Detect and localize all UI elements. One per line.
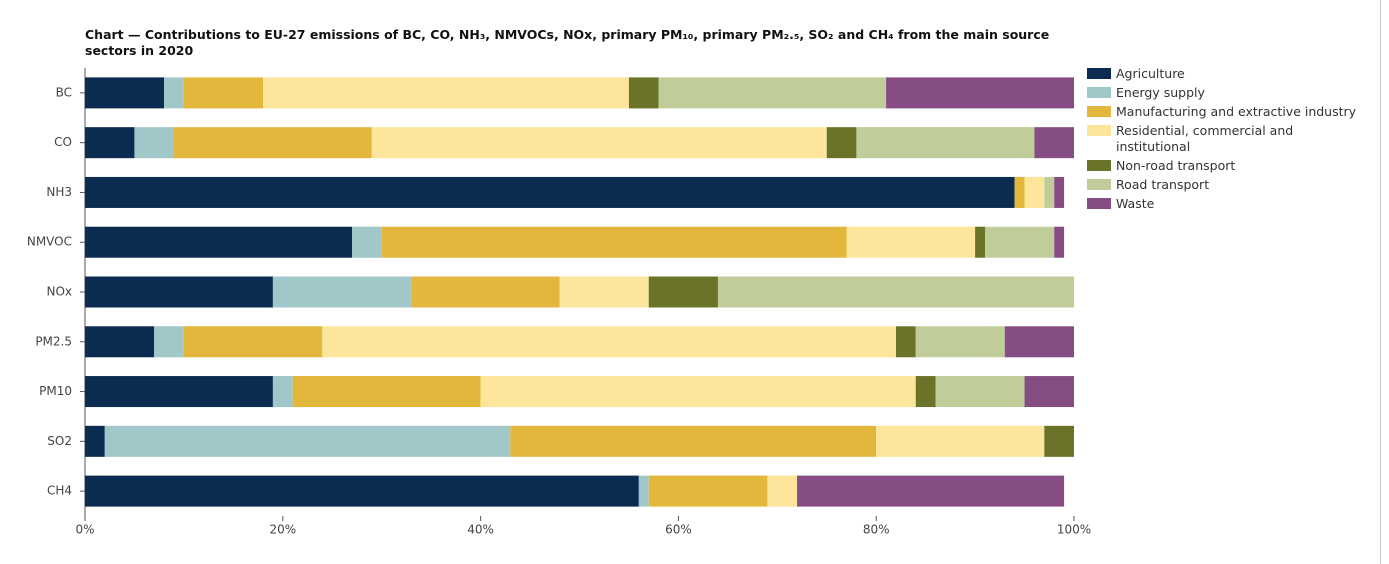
bar-segment xyxy=(164,77,184,109)
bar-segment xyxy=(1024,176,1045,208)
bar-segment xyxy=(628,77,659,109)
y-tick-label: NOx xyxy=(46,285,72,299)
legend-item: Energy supply xyxy=(1087,85,1367,101)
bar-segment xyxy=(272,376,293,408)
legend-swatch xyxy=(1087,68,1111,79)
bar-segment xyxy=(510,425,877,457)
legend-label: Residential, commercial and institutiona… xyxy=(1116,123,1294,154)
bar-segment xyxy=(381,226,847,258)
bar-segment xyxy=(292,376,481,408)
bar-segment xyxy=(85,176,1015,208)
bar-segment xyxy=(352,226,382,258)
bar-segment xyxy=(1014,176,1025,208)
x-tick-label: 0% xyxy=(75,523,94,537)
legend-label: Road transport xyxy=(1116,177,1210,192)
legend-label: Manufacturing and extractive industry xyxy=(1116,104,1357,119)
legend-label: Non-road transport xyxy=(1116,158,1236,173)
bar-segment xyxy=(1044,176,1055,208)
bar-segment xyxy=(371,127,827,159)
bar-segment xyxy=(322,326,896,358)
x-tick-label: 80% xyxy=(863,523,890,537)
bar-segment xyxy=(480,376,916,408)
x-tick-label: 20% xyxy=(269,523,296,537)
bar-segment xyxy=(1054,226,1065,258)
bar-segment xyxy=(85,276,273,308)
y-tick-label: NH3 xyxy=(46,185,72,199)
bar-segment xyxy=(183,326,323,358)
bar-segment xyxy=(935,376,1025,408)
y-tick-label: PM2.5 xyxy=(35,334,72,348)
chart-title: Chart — Contributions to EU-27 emissions… xyxy=(85,27,1050,58)
bar-segment xyxy=(154,326,184,358)
y-tick-label: PM10 xyxy=(39,384,72,398)
legend-item: Agriculture xyxy=(1087,66,1367,82)
legend-item: Residential, commercial and institutiona… xyxy=(1087,123,1367,155)
bar-segment xyxy=(85,326,155,358)
legend-item: Manufacturing and extractive industry xyxy=(1087,104,1367,120)
bar-segment xyxy=(85,475,639,507)
bar-segment xyxy=(876,425,1045,457)
bar-segment xyxy=(85,376,273,408)
legend-swatch xyxy=(1087,160,1111,171)
y-tick-label: SO2 xyxy=(47,434,72,448)
x-tick-label: 60% xyxy=(665,523,692,537)
legend-label: Waste xyxy=(1116,196,1155,211)
bar-segment xyxy=(411,276,560,308)
legend-item: Non-road transport xyxy=(1087,158,1367,174)
legend-swatch xyxy=(1087,198,1111,209)
bar-segment xyxy=(183,77,264,109)
bar-segment xyxy=(1044,425,1074,457)
bar-segment xyxy=(886,77,1074,109)
bar-segment xyxy=(134,127,175,159)
bar-segment xyxy=(559,276,649,308)
bar-segment xyxy=(85,425,105,457)
bar-segment xyxy=(85,77,165,109)
bar-segment xyxy=(1034,127,1074,159)
legend-swatch xyxy=(1087,125,1111,136)
bar-segment xyxy=(1024,376,1074,408)
bar-segment xyxy=(174,127,372,159)
legend-item: Waste xyxy=(1087,196,1367,212)
bar-segment xyxy=(767,475,798,507)
bar-segment xyxy=(658,77,887,109)
legend-item: Road transport xyxy=(1087,177,1367,193)
bar-segment xyxy=(104,425,511,457)
bar-segment xyxy=(984,226,1055,258)
bar-segment xyxy=(717,276,1074,308)
legend-swatch xyxy=(1087,106,1111,117)
y-tick-label: CO xyxy=(54,135,72,149)
bar-segment xyxy=(1004,326,1074,358)
bar-segment xyxy=(915,326,1005,358)
legend-label: Energy supply xyxy=(1116,85,1205,100)
bar-segment xyxy=(975,226,985,258)
bar-segment xyxy=(85,226,353,258)
bar-segment xyxy=(648,475,768,507)
x-tick-label: 100% xyxy=(1057,523,1091,537)
bar-segment xyxy=(272,276,412,308)
x-tick-label: 40% xyxy=(467,523,494,537)
frame-edge xyxy=(1380,0,1381,564)
legend-swatch xyxy=(1087,179,1111,190)
bar-segment xyxy=(895,326,916,358)
bar-segment xyxy=(846,226,976,258)
legend-label: Agriculture xyxy=(1116,66,1185,81)
bar-segment xyxy=(648,276,718,308)
bar-segment xyxy=(263,77,629,109)
bar-segment xyxy=(638,475,649,507)
bar-segment xyxy=(85,127,135,159)
bar-segment xyxy=(915,376,936,408)
y-tick-label: CH4 xyxy=(47,484,72,498)
legend: Agriculture Energy supply Manufacturing an… xyxy=(1087,66,1367,215)
bar-segment xyxy=(1054,176,1065,208)
bar-segment xyxy=(826,127,857,159)
legend-swatch xyxy=(1087,87,1111,98)
y-tick-label: BC xyxy=(56,85,72,99)
y-tick-label: NMVOC xyxy=(27,235,72,249)
bar-segment xyxy=(797,475,1065,507)
bar-segment xyxy=(856,127,1035,159)
